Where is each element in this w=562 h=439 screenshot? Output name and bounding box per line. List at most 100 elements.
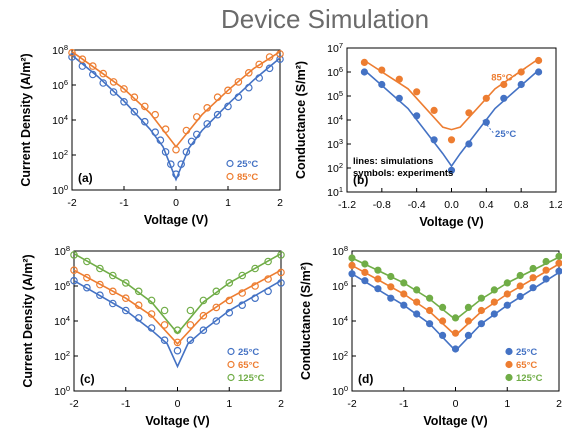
data-point (83, 257, 91, 266)
data-point (134, 287, 143, 296)
panel-label: (c) (80, 372, 95, 386)
data-point (464, 317, 472, 325)
x-tick-label: 0 (175, 398, 181, 410)
data-point (555, 252, 562, 260)
data-point (477, 294, 485, 302)
data-point (374, 285, 382, 293)
chart-panel-d: 100 102 104 106 108 -2 -1 0 1 2 Voltage (V) Conduct… (299, 244, 562, 428)
data-point (439, 331, 447, 339)
x-tick-label: 0.8 (514, 199, 529, 211)
data-point (400, 290, 408, 298)
legend-label: 25°C (516, 347, 537, 358)
data-point (516, 271, 524, 280)
x-tick-label: -0.4 (408, 199, 426, 211)
data-point (534, 56, 543, 65)
data-point (122, 294, 130, 303)
data-point (212, 317, 221, 325)
series-line (363, 69, 540, 168)
series-green (70, 251, 285, 335)
legend-marker (505, 373, 513, 382)
data-point (426, 306, 434, 315)
data-point (186, 321, 195, 329)
data-point (264, 275, 272, 283)
data-point (426, 320, 434, 328)
data-point (89, 62, 97, 70)
data-point (542, 257, 550, 266)
y-axis-label: Current Density (A/m²) (19, 53, 33, 186)
data-point (109, 299, 117, 308)
x-tick-label: 2 (277, 197, 283, 209)
y-tick-label: 100 (52, 183, 68, 197)
data-point (413, 298, 421, 306)
data-point (503, 290, 511, 298)
data-point (225, 296, 234, 305)
x-tick-label: 1 (504, 398, 510, 410)
data-point (447, 136, 456, 144)
data-point (400, 279, 408, 287)
data-point (96, 264, 104, 273)
legend-label: 125°C (516, 373, 543, 384)
legend-marker (227, 373, 235, 382)
y-tick-label: 108 (52, 43, 68, 57)
legend-label: 125°C (238, 373, 265, 384)
data-point (348, 254, 356, 262)
data-point (361, 268, 369, 276)
data-point (238, 271, 247, 280)
data-point (534, 68, 543, 76)
data-point (264, 287, 272, 296)
y-tick-label: 106 (54, 279, 70, 293)
data-point (517, 80, 525, 89)
data-point (203, 104, 212, 112)
data-point (203, 120, 212, 128)
y-tick-label: 101 (327, 185, 343, 199)
data-point (212, 303, 221, 312)
x-tick-label: 1 (225, 197, 231, 209)
series-blue (348, 267, 562, 353)
data-point (360, 68, 368, 76)
data-point (120, 98, 128, 106)
data-point (172, 170, 180, 179)
data-point (96, 291, 104, 300)
data-point (439, 303, 447, 311)
data-point (529, 284, 537, 292)
series-blue (70, 276, 285, 369)
data-point (238, 301, 247, 310)
data-point (70, 276, 78, 285)
data-point (277, 268, 285, 277)
data-point (439, 317, 447, 325)
data-point (451, 329, 460, 337)
x-tick-label: -1 (121, 398, 130, 410)
y-tick-label: 106 (332, 279, 348, 293)
y-tick-label: 104 (54, 314, 70, 328)
data-point (413, 286, 421, 294)
data-point (151, 110, 160, 119)
data-point (430, 136, 438, 144)
data-point (147, 324, 156, 332)
data-point (109, 88, 118, 96)
data-point (276, 50, 284, 58)
data-point (173, 326, 182, 335)
x-axis-label: Voltage (V) (144, 213, 208, 227)
legend-label: 65°C (516, 360, 537, 371)
legend-marker (505, 347, 513, 356)
data-point (500, 80, 508, 89)
data-point (387, 272, 395, 281)
series-line (71, 51, 281, 148)
data-point (277, 279, 285, 287)
data-point (516, 282, 524, 290)
data-point (225, 279, 234, 287)
data-point (199, 296, 208, 305)
data-point (151, 128, 160, 137)
x-tick-label: -0.8 (373, 199, 391, 211)
legend-label: 25°C (238, 347, 259, 358)
series-orange (360, 56, 543, 144)
y-tick-label: 106 (327, 65, 343, 79)
data-point (374, 266, 382, 274)
data-point (395, 75, 403, 83)
y-axis-label: Conductance (S/m²) (299, 262, 313, 380)
data-point (182, 148, 191, 156)
x-tick-label: 0 (173, 197, 179, 209)
annotation-25c: 25°C (495, 129, 516, 140)
y-tick-label: 108 (332, 244, 348, 258)
x-tick-label: -2 (67, 197, 76, 209)
